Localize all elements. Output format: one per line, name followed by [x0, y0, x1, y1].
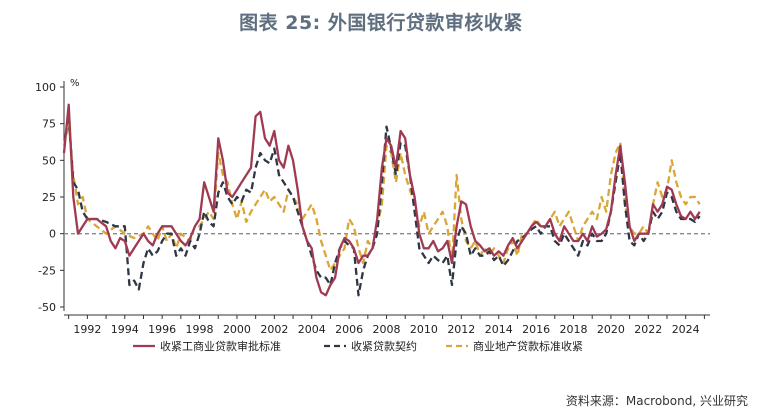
x-tick-label: 2006 — [335, 323, 363, 336]
legend-label-0: 收紧工商业贷款审批标准 — [160, 339, 281, 353]
x-tick-label: 2010 — [410, 323, 438, 336]
x-tick-label: 1992 — [73, 323, 101, 336]
series-line-0 — [62, 103, 701, 297]
x-tick-label: 2004 — [298, 323, 326, 336]
y-tick-label: -25 — [38, 264, 56, 277]
x-tick-label: 2024 — [672, 323, 700, 336]
x-tick-label: 1996 — [148, 323, 176, 336]
x-tick-label: 1998 — [186, 323, 214, 336]
x-tick-label: 1994 — [111, 323, 139, 336]
x-tick-label: 2002 — [260, 323, 288, 336]
y-tick-label: -50 — [38, 301, 56, 314]
source-note: 资料来源：Macrobond, 兴业研究 — [565, 394, 748, 408]
x-tick-label: 2018 — [560, 323, 588, 336]
axes: % 100 75 50 25 0 -25 -50 1992 1994 1996 1998 2000 200… — [35, 78, 710, 336]
y-tick-label: 25 — [42, 191, 56, 204]
x-tick-label: 2016 — [522, 323, 550, 336]
legend-label-2: 商业地产贷款标准收紧 — [473, 339, 583, 353]
x-tick-label: 2020 — [597, 323, 625, 336]
x-tick-label: 2000 — [223, 323, 251, 336]
y-tick-label: 75 — [42, 118, 56, 131]
y-tick-label: 0 — [49, 228, 56, 241]
y-tick-label: 100 — [35, 81, 56, 94]
x-tick-label: 2012 — [447, 323, 475, 336]
series-line-2 — [62, 122, 701, 272]
y-unit-label: % — [70, 78, 80, 89]
y-tick-label: 50 — [42, 154, 56, 167]
series-layer — [62, 103, 701, 297]
x-tick-label: 2014 — [485, 323, 513, 336]
legend: 收紧工商业贷款审批标准 收紧贷款契约 商业地产贷款标准收紧 — [133, 339, 583, 353]
x-tick-label: 2008 — [373, 323, 401, 336]
chart-title: 图表 25: 外国银行贷款审核收紧 — [239, 12, 523, 34]
legend-label-1: 收紧贷款契约 — [351, 339, 417, 353]
x-tick-label: 2022 — [634, 323, 662, 336]
